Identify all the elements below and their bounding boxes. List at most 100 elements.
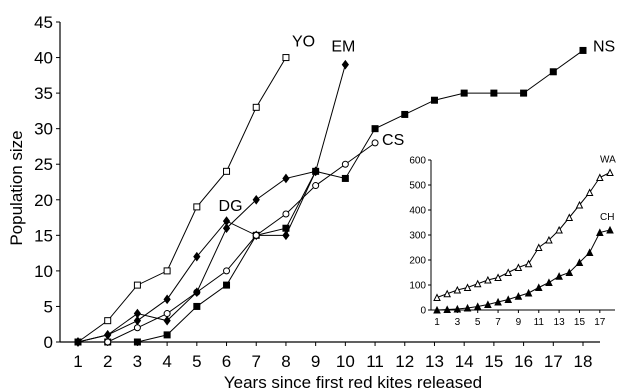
inset-series-wa-point	[463, 283, 472, 291]
y-tick-label: 30	[34, 120, 53, 139]
inset-series-ch-point	[606, 225, 614, 234]
series-ns-point	[163, 331, 171, 339]
series-ns-point	[490, 89, 498, 97]
series-yo-point	[193, 203, 201, 211]
inset-series-ch-point	[575, 258, 584, 266]
y-tick-label: 5	[44, 297, 53, 316]
x-tick-label: 8	[281, 352, 290, 371]
x-tick-label: 12	[395, 352, 414, 371]
series-ns-point	[341, 174, 349, 182]
series-dg-point	[312, 166, 320, 177]
inset-series-wa-point	[596, 173, 604, 181]
series-cs-point	[163, 310, 171, 318]
series-ns-point	[371, 125, 379, 133]
inset-series-ch-point	[484, 300, 492, 308]
x-tick-label: 13	[425, 352, 444, 371]
series-em-point	[282, 230, 290, 241]
inset-y-tick-label: 0	[420, 306, 426, 317]
inset-series-wa-point	[433, 293, 441, 301]
inset-x-tick-label: 15	[574, 317, 586, 328]
y-tick-label: 0	[44, 333, 53, 352]
inset-series-wa-point	[575, 200, 584, 209]
inset-series-ch	[433, 225, 614, 314]
series-cs-point	[133, 324, 141, 332]
inset-series-ch-point	[514, 292, 523, 300]
series-ns-point	[193, 302, 201, 310]
inset-series-ch-point	[494, 297, 502, 306]
x-tick-label: 17	[544, 352, 563, 371]
series-ns-point	[430, 96, 438, 104]
inset-series-ch-point	[596, 228, 604, 236]
series-cs-point	[341, 160, 349, 168]
x-tick-label: 2	[103, 352, 112, 371]
series-dg-point	[282, 173, 290, 184]
y-tick-label: 45	[34, 13, 53, 32]
main-axes	[59, 22, 600, 343]
series-cs-point	[371, 139, 379, 147]
inset-y-tick-label: 500	[409, 181, 426, 192]
series-yo-point	[104, 317, 112, 325]
inset-y-tick-label: 600	[409, 156, 426, 167]
inset-series-wa-point	[473, 279, 482, 288]
series-dg	[74, 166, 320, 347]
inset-y-tick-label: 200	[409, 256, 426, 267]
x-tick-label: 4	[162, 352, 171, 371]
inset-series-wa	[433, 168, 614, 301]
series-label-em: EM	[331, 39, 355, 56]
series-dg-point	[252, 194, 260, 205]
inset-series-wa-point	[534, 243, 543, 251]
series-ns-point	[520, 89, 528, 97]
series-em-point	[193, 251, 201, 262]
series-ns-point	[579, 46, 587, 54]
inset-series-ch-point	[545, 278, 553, 286]
inset-series-ch-point	[504, 295, 513, 303]
series-cs-point	[252, 231, 260, 239]
inset-y-tick-label: 100	[409, 281, 426, 292]
series-dg-point	[222, 223, 231, 234]
series-ns-point	[460, 89, 468, 97]
series-ns-point	[401, 110, 409, 118]
x-tick-label: 16	[514, 352, 533, 371]
inset-series-ch-point	[433, 305, 441, 314]
series-label-ns: NS	[593, 38, 615, 55]
inset-x-tick-label: 11	[534, 317, 545, 328]
inset-series-ch-point	[524, 288, 533, 297]
inset-series-ch-point	[555, 272, 563, 280]
inset-y-tick-label: 300	[409, 231, 426, 242]
inset-series-ch-point	[534, 283, 543, 291]
series-yo-line	[77, 57, 287, 343]
series-cs-point	[223, 267, 231, 275]
series-em-line	[77, 64, 346, 343]
inset-series-wa-point	[524, 259, 533, 268]
series-label-dg: DG	[219, 198, 243, 215]
series-yo-point	[282, 54, 290, 62]
x-tick-label: 18	[574, 352, 593, 371]
inset-series-label-wa: WA	[600, 155, 616, 166]
inset-series-ch-point	[565, 268, 574, 276]
inset-x-tick-label: 17	[594, 317, 606, 328]
y-axis-title: Population size	[7, 130, 26, 245]
x-tick-label: 6	[222, 352, 231, 371]
series-ns-point	[223, 281, 231, 289]
series-cs-point	[104, 338, 112, 346]
inset-series-wa-point	[565, 213, 574, 221]
series-dg-point	[104, 330, 112, 340]
y-tick-label: 15	[34, 226, 53, 245]
inset-x-tick-label: 1	[434, 317, 440, 328]
inset-series-wa-point	[585, 188, 594, 196]
inset-series-wa-point	[555, 225, 563, 234]
inset-series-wa-point	[504, 268, 513, 276]
x-axis-title: Years since first red kites released	[224, 373, 482, 391]
inset-series-wa-point	[453, 285, 462, 294]
inset-series-labels: WA CH	[600, 155, 616, 224]
x-tick-label: 3	[133, 352, 142, 371]
series-label-cs: CS	[382, 132, 404, 149]
series-dg-point	[74, 337, 82, 347]
inset-x-tick-label: 9	[516, 317, 522, 328]
y-tick-label: 35	[34, 84, 53, 103]
series-em-point	[163, 294, 171, 305]
inset-series-wa-point	[443, 289, 451, 298]
series-dg-point	[193, 287, 201, 298]
inset-x-tick-label: 5	[475, 317, 481, 328]
